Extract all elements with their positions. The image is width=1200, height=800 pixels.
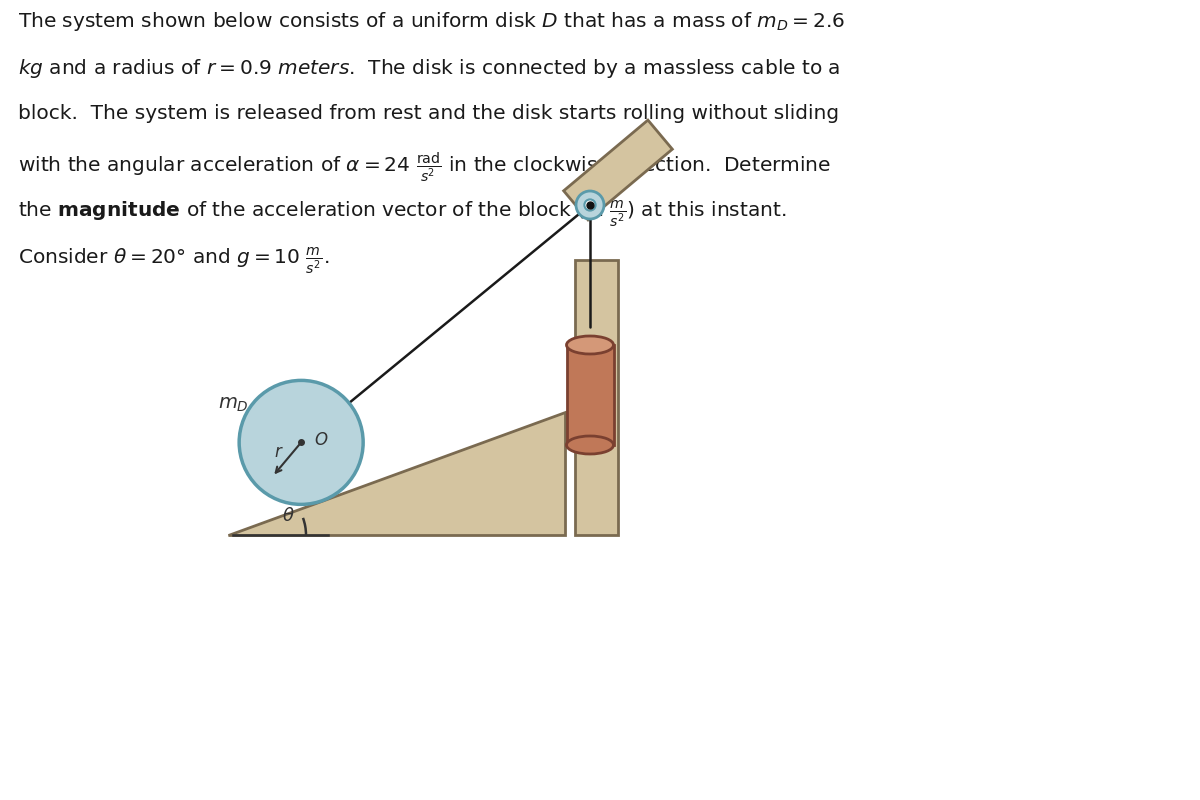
Text: Consider $\theta = 20°$ and $g = 10\ \frac{m}{s^2}$.: Consider $\theta = 20°$ and $g = 10\ \fr…: [18, 245, 329, 276]
Circle shape: [239, 380, 364, 504]
Text: $kg$ and a radius of $r = 0.9$ $meters$.  The disk is connected by a massless ca: $kg$ and a radius of $r = 0.9$ $meters$.…: [18, 57, 840, 80]
Circle shape: [576, 191, 604, 219]
Polygon shape: [564, 120, 672, 220]
Text: the $\mathbf{magnitude}$ of the acceleration vector of the block (in $\frac{m}{s: the $\mathbf{magnitude}$ of the accelera…: [18, 198, 786, 229]
Polygon shape: [228, 412, 565, 535]
Text: block.  The system is released from rest and the disk starts rolling without sli: block. The system is released from rest …: [18, 104, 839, 123]
Circle shape: [584, 199, 595, 210]
Polygon shape: [566, 345, 613, 445]
Ellipse shape: [566, 336, 613, 354]
Polygon shape: [575, 260, 618, 535]
Text: $r$: $r$: [275, 443, 284, 462]
Text: $\theta$: $\theta$: [282, 507, 294, 525]
Text: with the angular acceleration of $\alpha = 24\ \frac{\mathrm{rad}}{s^2}$ in the : with the angular acceleration of $\alpha…: [18, 151, 832, 185]
Text: $m_D$: $m_D$: [217, 395, 248, 414]
Text: The system shown below consists of a uniform disk $D$ that has a mass of $m_D = : The system shown below consists of a uni…: [18, 10, 845, 33]
Ellipse shape: [566, 436, 613, 454]
Text: $O$: $O$: [314, 431, 329, 450]
